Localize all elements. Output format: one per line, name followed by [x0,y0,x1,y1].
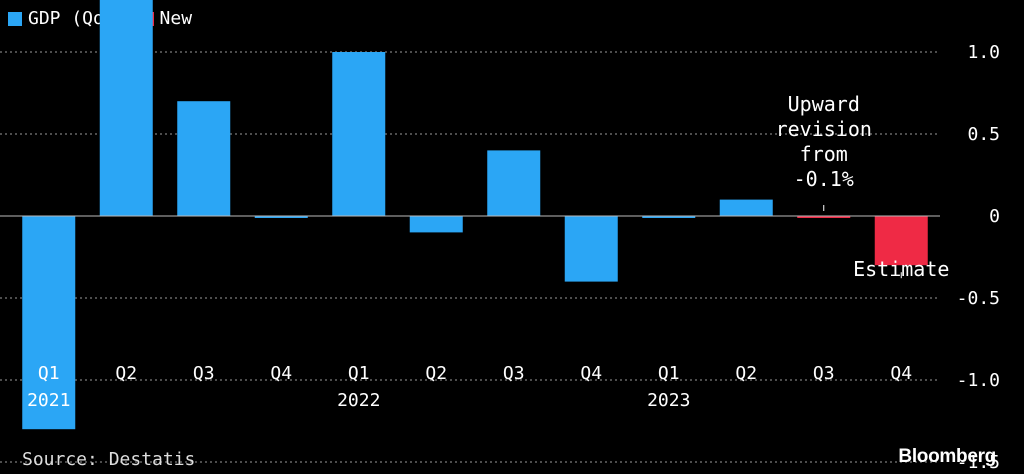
x-tick-year-label: 2022 [337,390,380,411]
legend-swatch-gdp [8,11,22,26]
bar-new [874,216,928,266]
annotation-upward-revision: -0.1% [794,167,854,191]
x-tick-label: Q2 [425,363,447,384]
y-tick-label: 0 [989,206,1000,227]
bar-gdp [177,101,231,216]
bar-new [797,216,851,218]
x-tick-label: Q4 [890,363,912,384]
x-tick-label: Q2 [735,363,757,384]
x-tick-label: Q2 [115,363,137,384]
bar-gdp [22,216,76,430]
bar-gdp [99,0,153,216]
annotation-upward-revision: Upward [788,92,860,116]
x-tick-label: Q1 [658,363,680,384]
bar-gdp [409,216,463,233]
annotation-upward-revision: revision [776,117,872,141]
source-note: Source: Destatis [22,449,196,470]
y-tick-label: 1.0 [967,42,1000,63]
bar-gdp [487,150,541,216]
bar-gdp [719,199,773,216]
annotation-estimate: Estimate [853,257,949,281]
bloomberg-logo: Bloomberg [898,446,996,467]
x-tick-label: Q3 [193,363,215,384]
y-tick-label: -0.5 [957,288,1000,309]
legend-label-new: New [159,8,193,29]
y-tick-label: -1.0 [957,370,1000,391]
x-tick-label: Q3 [813,363,835,384]
y-tick-label: -1.5 [957,452,1000,473]
bar-gdp [332,52,386,216]
x-tick-year-label: 2023 [647,390,690,411]
bar-gdp [254,216,308,218]
x-tick-label: Q3 [503,363,525,384]
bar-gdp [564,216,618,282]
bar-gdp [642,216,696,218]
x-tick-label: Q1 [38,363,60,384]
annotation-upward-revision: from [800,142,848,166]
y-tick-label: 0.5 [967,124,1000,145]
x-tick-label: Q1 [348,363,370,384]
x-tick-label: Q4 [270,363,292,384]
x-tick-label: Q4 [580,363,602,384]
x-tick-year-label: 2021 [27,390,70,411]
